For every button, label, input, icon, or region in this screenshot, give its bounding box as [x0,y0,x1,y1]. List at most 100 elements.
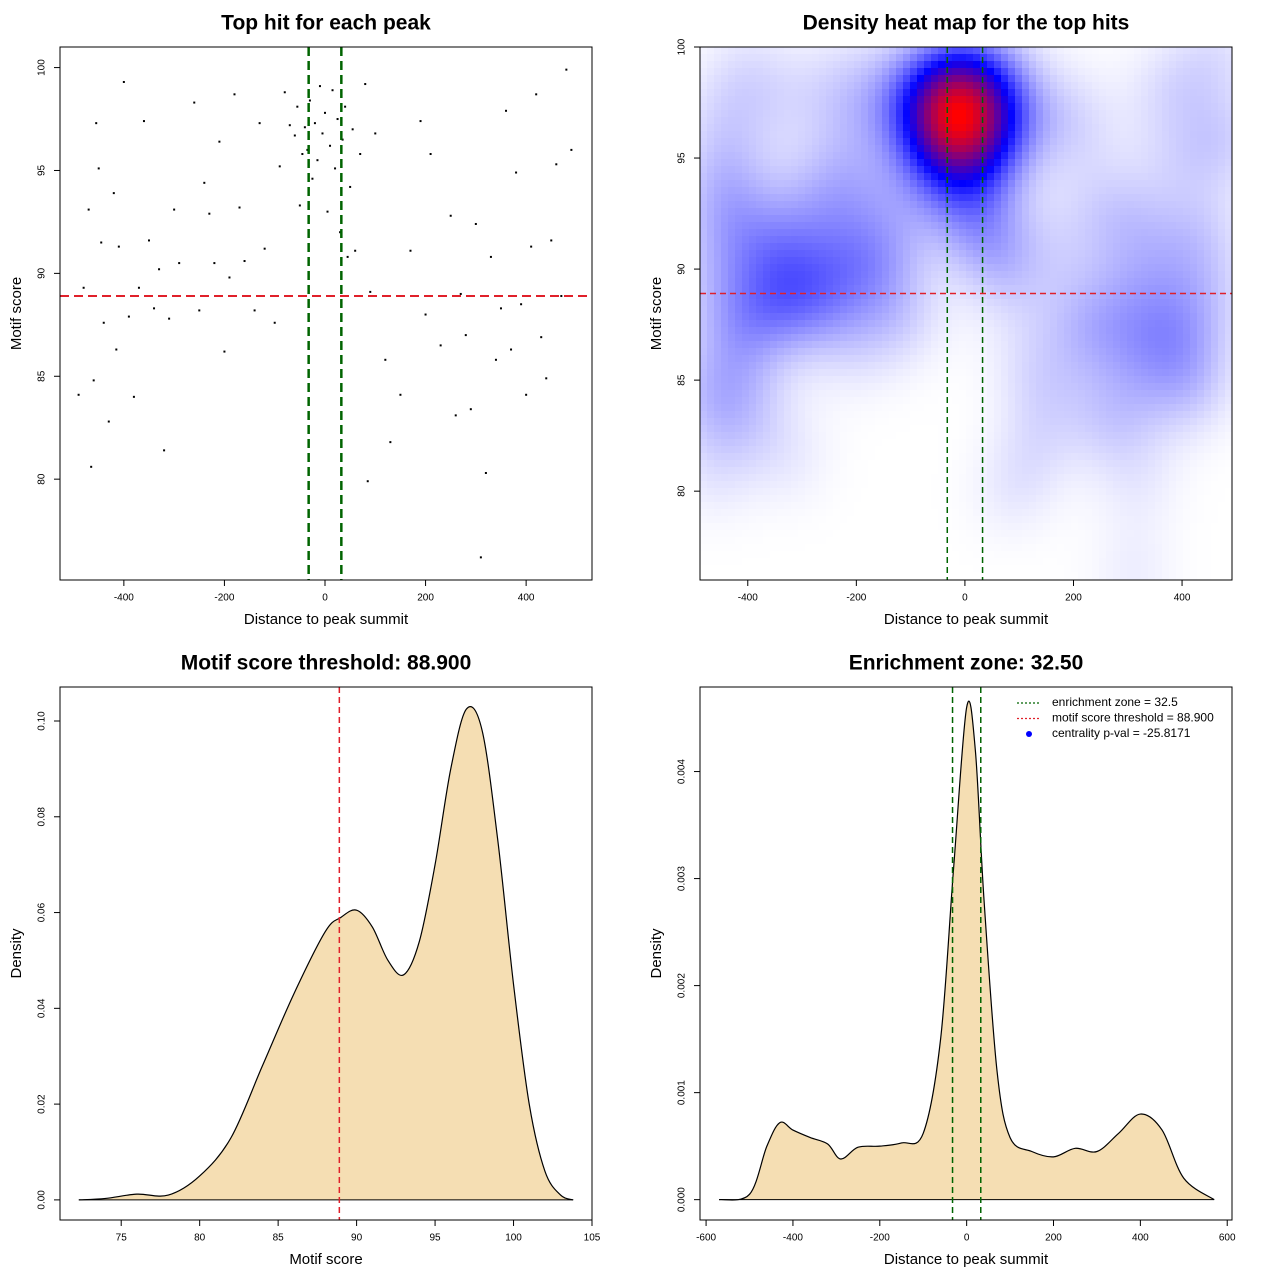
heatmap-cell [833,236,841,244]
heatmap-cell [1134,187,1142,195]
heatmap-cell [959,313,967,321]
heatmap-cell [938,341,946,349]
heatmap-cell [1043,341,1051,349]
heatmap-cell [1176,432,1184,440]
heatmap-cell [1127,61,1135,69]
heatmap-cell [1099,68,1107,76]
heatmap-cell [763,467,771,475]
point [465,334,467,336]
heatmap-cell [784,278,792,286]
heatmap-cell [784,334,792,342]
heatmap-cell [1218,376,1226,384]
heatmap-cell [1064,173,1072,181]
heatmap-cell [707,474,715,482]
heatmap-cell [1134,460,1142,468]
heatmap-cell [784,425,792,433]
heatmap-cell [1043,75,1051,83]
heatmap-cell [1043,159,1051,167]
heatmap-cell [784,264,792,272]
heatmap-cell [1155,173,1163,181]
heatmap-cell [903,327,911,335]
heatmap-cell [1099,299,1107,307]
heatmap-cell [749,285,757,293]
heatmap-cell [1225,103,1233,111]
heatmap-cell [1190,138,1198,146]
heatmap-cell [1113,271,1121,279]
heatmap-cell [812,103,820,111]
heatmap-cell [707,250,715,258]
heatmap-cell [1099,306,1107,314]
heatmap-cell [1218,411,1226,419]
heatmap-cell [917,264,925,272]
heatmap-cell [1148,362,1156,370]
heatmap-cell [819,138,827,146]
heatmap-cell [1022,397,1030,405]
heatmap-cell [1218,180,1226,188]
heatmap-cell [1092,89,1100,97]
heatmap-cell [791,432,799,440]
heatmap-cell [1078,124,1086,132]
heatmap-cell [994,425,1002,433]
heatmap-cell [896,390,904,398]
heatmap-cell [707,110,715,118]
heatmap-cell [805,145,813,153]
heatmap-cell [1120,376,1128,384]
heatmap-cell [1099,278,1107,286]
heatmap-cell [994,68,1002,76]
heatmap-cell [910,180,918,188]
heatmap-cell [931,334,939,342]
heatmap-cell [1057,180,1065,188]
heatmap-cell [875,187,883,195]
heatmap-cell [1176,439,1184,447]
heatmap-cell [770,145,778,153]
heatmap-cell [805,313,813,321]
heatmap-cell [1106,460,1114,468]
heatmap-cell [952,145,960,153]
heatmap-cell [938,257,946,265]
heatmap-cell [896,278,904,286]
heatmap-cell [1127,432,1135,440]
heatmap-cell [1106,418,1114,426]
heatmap-cell [987,285,995,293]
heatmap-cell [1211,68,1219,76]
heatmap-cell [791,474,799,482]
heatmap-cell [1057,236,1065,244]
heatmap-cell [1050,159,1058,167]
heatmap-cell [854,243,862,251]
heatmap-cell [1218,299,1226,307]
heatmap-cell [1162,481,1170,489]
heatmap-cell [931,68,939,76]
heatmap-cell [861,467,869,475]
heatmap-cell [980,173,988,181]
heatmap-cell [903,215,911,223]
heatmap-cell [1148,180,1156,188]
heatmap-cell [854,390,862,398]
heatmap-cell [882,152,890,160]
heatmap-cell [1008,229,1016,237]
heatmap-cell [1120,481,1128,489]
heatmap-cell [980,103,988,111]
heatmap-cell [1155,348,1163,356]
heatmap-cell [1008,390,1016,398]
heatmap-cell [1190,348,1198,356]
heatmap-cell [1218,229,1226,237]
heatmap-cell [728,229,736,237]
heatmap-cell [1141,467,1149,475]
heatmap-cell [833,110,841,118]
heatmap-cell [945,54,953,62]
heatmap-cell [994,285,1002,293]
heatmap-cell [1001,222,1009,230]
heatmap-cell [763,82,771,90]
heatmap-cell [945,348,953,356]
heatmap-cell [1078,159,1086,167]
heatmap-cell [777,208,785,216]
heatmap-cell [805,439,813,447]
heatmap-cell [805,327,813,335]
heatmap-cell [868,54,876,62]
heatmap-cell [819,285,827,293]
heatmap-cell [1106,313,1114,321]
heatmap-cell [1204,229,1212,237]
heatmap-cell [1162,397,1170,405]
heatmap-cell [854,278,862,286]
heatmap-cell [1190,187,1198,195]
